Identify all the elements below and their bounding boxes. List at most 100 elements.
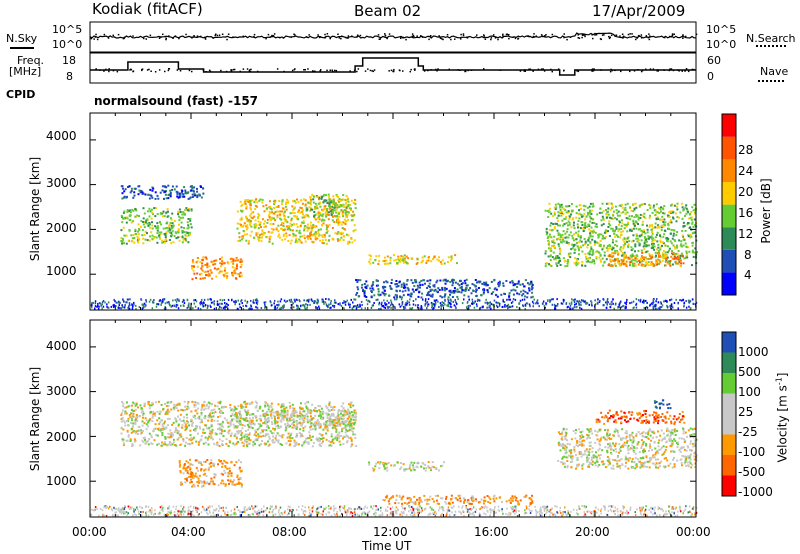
data-cell: [372, 281, 375, 283]
data-cell: [223, 306, 226, 309]
data-cell: [670, 303, 673, 306]
data-cell: [324, 239, 327, 241]
data-cell: [487, 291, 490, 294]
data-cell: [334, 421, 337, 424]
data-cell: [347, 234, 350, 237]
data-cell: [641, 256, 644, 259]
data-cell: [633, 207, 636, 210]
data-cell: [237, 259, 240, 262]
data-cell: [181, 236, 184, 239]
data-cell: [406, 300, 409, 303]
data-cell: [154, 225, 157, 228]
data-cell: [125, 439, 128, 442]
data-cell: [123, 242, 125, 245]
data-cell: [639, 261, 641, 264]
data-cell: [559, 260, 561, 262]
data-cell: [514, 283, 517, 286]
data-cell: [668, 261, 671, 264]
noise-dot: [411, 33, 414, 35]
data-cell: [397, 285, 400, 288]
data-cell: [439, 302, 442, 305]
data-cell: [220, 432, 223, 435]
data-cell: [143, 226, 146, 229]
data-cell: [438, 259, 440, 262]
data-cell: [180, 420, 183, 423]
data-cell: [327, 218, 330, 221]
data-cell: [522, 305, 525, 308]
data-cell: [303, 237, 306, 240]
data-cell: [532, 305, 534, 308]
data-cell: [455, 307, 457, 309]
data-cell: [288, 234, 291, 237]
data-cell: [450, 259, 452, 262]
data-cell: [305, 299, 308, 302]
data-cell: [248, 433, 251, 436]
nave-dot: [312, 70, 315, 73]
data-cell: [273, 299, 276, 302]
data-cell: [321, 208, 323, 211]
data-cell: [652, 244, 655, 247]
data-cell: [312, 198, 315, 201]
data-cell: [580, 307, 583, 310]
data-cell: [182, 230, 185, 233]
data-cell: [281, 200, 284, 203]
data-cell: [565, 205, 568, 208]
data-cell: [151, 196, 154, 199]
data-cell: [404, 303, 407, 306]
data-cell: [629, 206, 632, 209]
data-cell: [570, 302, 573, 305]
data-cell: [395, 285, 398, 288]
data-cell: [181, 241, 184, 244]
data-cell: [304, 240, 307, 243]
data-cell: [659, 255, 662, 258]
data-cell: [425, 259, 428, 262]
data-cell: [427, 305, 429, 307]
data-cell: [427, 256, 430, 259]
data-cell: [107, 306, 110, 309]
data-cell: [213, 307, 216, 310]
data-cell: [613, 232, 616, 235]
noise-dot: [204, 36, 206, 39]
data-cell: [164, 236, 167, 239]
data-cell: [240, 406, 243, 409]
data-cell: [427, 285, 430, 287]
noise-dot: [450, 38, 452, 41]
data-cell: [577, 300, 580, 303]
data-cell: [235, 300, 237, 303]
data-cell: [185, 239, 187, 242]
data-cell: [241, 260, 244, 263]
data-cell: [245, 225, 248, 228]
data-cell: [593, 222, 596, 224]
data-cell: [235, 442, 238, 445]
data-cell: [387, 262, 390, 265]
data-cell: [640, 234, 643, 237]
noise-dot: [305, 36, 308, 38]
data-cell: [528, 289, 531, 292]
data-cell: [605, 231, 608, 234]
data-cell: [340, 223, 343, 226]
data-cell: [187, 401, 190, 403]
data-cell: [253, 226, 256, 229]
data-cell: [691, 251, 694, 254]
data-cell: [394, 306, 396, 308]
data-cell: [347, 410, 349, 413]
data-cell: [270, 217, 273, 220]
data-cell: [369, 255, 372, 257]
data-cell: [234, 407, 237, 410]
data-cell: [184, 425, 187, 428]
data-cell: [600, 219, 603, 222]
data-cell: [320, 197, 323, 200]
data-cell: [454, 289, 457, 292]
data-cell: [206, 439, 209, 442]
data-cell: [277, 300, 279, 303]
data-cell: [213, 300, 216, 303]
power-ytick: 4000: [46, 129, 77, 143]
data-cell: [154, 215, 157, 218]
data-cell: [144, 230, 147, 233]
data-cell: [138, 229, 141, 231]
data-cell: [275, 206, 278, 208]
data-cell: [283, 408, 286, 410]
data-cell: [314, 226, 316, 229]
nave-dot: [179, 70, 182, 72]
data-cell: [651, 303, 654, 305]
